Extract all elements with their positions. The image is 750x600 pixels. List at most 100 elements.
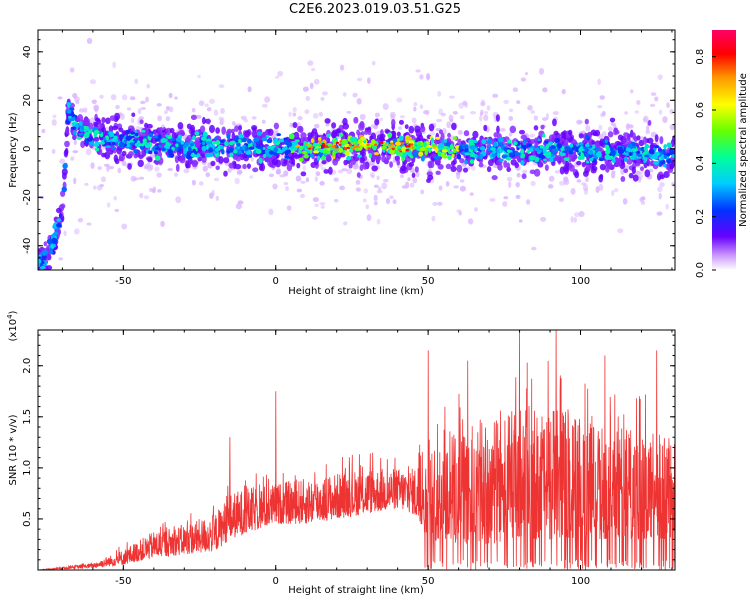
spectral-core-blob xyxy=(163,144,171,149)
spectral-peak-blob xyxy=(366,143,370,146)
spectral-haze-blob xyxy=(174,172,179,177)
spectral-haze-blob xyxy=(531,246,537,251)
spectral-haze-blob xyxy=(415,69,421,73)
spectral-core-blob xyxy=(490,147,496,151)
spectral-haze-blob xyxy=(462,100,468,106)
spectral-ridge-blob xyxy=(175,163,180,172)
spectral-ridge-blob xyxy=(540,124,545,130)
spectral-core-blob xyxy=(273,138,279,143)
spectral-ridge-blob xyxy=(197,156,203,162)
spectral-haze-blob xyxy=(419,104,424,110)
spectral-core-blob xyxy=(580,152,584,157)
spectral-ridge-blob xyxy=(199,125,206,134)
spectral-ridge-blob xyxy=(348,163,353,169)
spectral-peak-blob xyxy=(339,140,343,143)
spectral-haze-blob xyxy=(431,215,436,222)
spectral-ridge-blob xyxy=(43,267,48,270)
spectral-core-blob xyxy=(578,147,583,153)
spectral-ridge-blob xyxy=(518,129,526,135)
spectral-haze-blob xyxy=(106,202,111,208)
spectral-core-blob xyxy=(236,142,241,147)
spectral-core-blob xyxy=(468,139,475,144)
spectral-core-blob xyxy=(463,148,469,153)
spectral-core-blob xyxy=(348,148,354,153)
spectral-core-blob xyxy=(238,133,244,140)
x-tick-label: -50 xyxy=(115,276,131,287)
spectral-core-blob xyxy=(58,212,63,218)
spectral-core-blob xyxy=(547,143,551,147)
spectral-haze-blob xyxy=(138,176,145,180)
spectral-core-blob xyxy=(628,148,633,154)
spectral-core-blob xyxy=(514,152,521,156)
spectral-core-blob xyxy=(276,133,281,137)
spectral-haze-blob xyxy=(582,184,589,192)
spectral-haze-blob xyxy=(617,228,624,234)
spectral-haze-blob xyxy=(51,148,56,154)
spectral-haze-blob xyxy=(637,173,644,180)
spectral-core-blob xyxy=(419,146,426,152)
spectral-haze-blob xyxy=(484,110,488,115)
spectral-core-blob xyxy=(469,159,475,164)
spectral-haze-blob xyxy=(41,128,46,134)
spectral-haze-blob xyxy=(268,208,274,216)
spectral-ridge-blob xyxy=(472,130,479,139)
spectral-ridge-blob xyxy=(408,162,415,167)
spectral-ridge-blob xyxy=(267,128,274,137)
spectral-haze-blob xyxy=(121,223,128,230)
spectral-core-blob xyxy=(382,149,386,153)
spectral-core-blob xyxy=(381,145,387,150)
spectral-core-blob xyxy=(111,146,117,150)
spectral-haze-blob xyxy=(426,73,431,80)
spectral-ridge-blob xyxy=(510,159,517,166)
spectral-core-blob xyxy=(438,142,445,149)
spectral-core-blob xyxy=(487,138,493,145)
spectral-haze-blob xyxy=(197,74,201,79)
spectral-ridge-blob xyxy=(367,129,372,136)
spectral-ridge-blob xyxy=(552,118,557,127)
spectral-haze-blob xyxy=(561,89,566,95)
spectral-haze-blob xyxy=(356,97,362,105)
spectral-haze-blob xyxy=(289,122,293,128)
spectral-peak-blob xyxy=(352,147,356,150)
spectral-core-blob xyxy=(474,147,478,152)
spectral-haze-blob xyxy=(355,187,362,192)
spectral-core-blob xyxy=(424,149,428,156)
spectral-haze-blob xyxy=(480,109,484,116)
spectral-core-blob xyxy=(591,144,596,150)
spectral-haze-blob xyxy=(243,118,249,123)
spectral-ridge-blob xyxy=(45,265,53,270)
spectral-core-blob xyxy=(125,135,132,141)
spectral-ridge-blob xyxy=(296,162,301,169)
spectral-ridge-blob xyxy=(251,131,256,136)
spectral-core-blob xyxy=(668,148,674,153)
spectral-haze-blob xyxy=(483,114,489,121)
spectral-core-blob xyxy=(430,137,435,144)
spectral-core-blob xyxy=(62,163,68,169)
spectral-ridge-blob xyxy=(174,155,180,164)
spectral-core-blob xyxy=(498,158,504,162)
spectral-ridge-blob xyxy=(273,122,280,130)
spectral-ridge-blob xyxy=(356,172,361,178)
spectral-haze-blob xyxy=(627,124,634,129)
spectral-haze-blob xyxy=(548,175,555,182)
spectral-ridge-blob xyxy=(55,207,62,214)
spectral-haze-blob xyxy=(198,181,204,186)
spectral-haze-blob xyxy=(315,171,321,176)
spectral-core-blob xyxy=(118,141,125,148)
spectral-core-blob xyxy=(604,154,611,161)
spectral-haze-blob xyxy=(295,175,302,182)
spectral-ridge-blob xyxy=(300,132,307,140)
spectral-core-blob xyxy=(596,147,601,151)
spectral-ridge-blob xyxy=(77,114,84,123)
spectral-core-blob xyxy=(316,156,321,161)
spectral-core-blob xyxy=(269,146,274,150)
spectral-haze-blob xyxy=(75,100,80,105)
spectral-core-blob xyxy=(105,145,111,149)
spectral-haze-blob xyxy=(292,112,297,117)
x-tick-label: 50 xyxy=(422,276,435,287)
spectral-ridge-blob xyxy=(43,241,48,247)
spectral-ridge-blob xyxy=(495,114,500,122)
spectral-core-blob xyxy=(301,150,308,155)
spectral-haze-blob xyxy=(69,67,75,73)
